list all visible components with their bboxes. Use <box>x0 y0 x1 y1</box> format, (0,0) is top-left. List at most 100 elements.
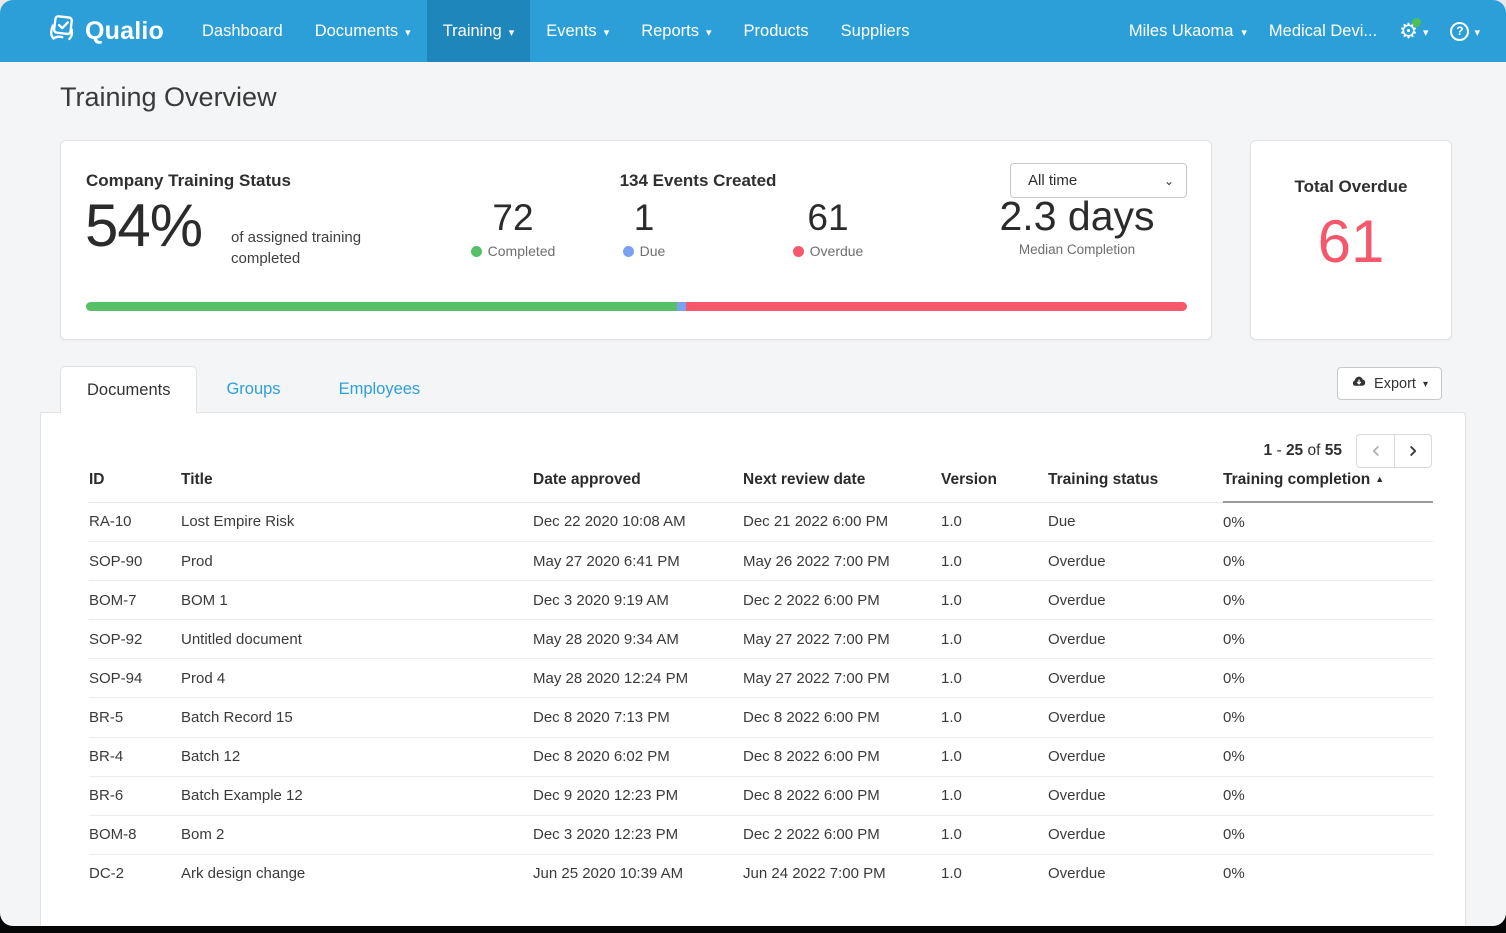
training-stat: 61 Overdue <box>768 197 888 259</box>
export-button[interactable]: Export ▾ <box>1337 367 1442 400</box>
table-cell: 0% <box>1223 658 1433 699</box>
overdue-card-title: Total Overdue <box>1294 177 1408 196</box>
table-row[interactable]: BOM-7 BOM 1 Dec 3 2020 9:19 AM Dec 2 2022 6… <box>89 580 1433 621</box>
training-stat: 72 Completed <box>453 197 573 259</box>
nav-item-events[interactable]: Events ▾ <box>530 0 625 62</box>
table-cell: Dec 3 2020 12:23 PM <box>533 815 743 855</box>
table-cell: BOM-7 <box>89 580 181 621</box>
qualio-logo-icon <box>46 13 77 49</box>
notification-dot-icon <box>1412 17 1422 27</box>
column-header[interactable]: Training status <box>1048 471 1223 503</box>
tab-groups[interactable]: Groups <box>197 366 309 413</box>
training-stats: 72 Completed 1 Due 61 Overdue <box>453 197 888 259</box>
table-cell: 1.0 <box>941 502 1048 543</box>
pagination: 1 - 25 of 55 <box>1264 434 1432 468</box>
table-cell: SOP-90 <box>89 541 181 582</box>
table-cell: May 27 2020 6:41 PM <box>533 541 743 582</box>
table-cell: Prod <box>181 541 533 582</box>
column-header[interactable]: ID <box>89 471 181 503</box>
table-cell: Overdue <box>1048 580 1223 621</box>
tab-employees[interactable]: Employees <box>310 366 450 413</box>
user-menu[interactable]: Miles Ukaoma ▾ <box>1129 22 1247 41</box>
nav-item-label: Reports <box>641 21 699 40</box>
table-cell: 0% <box>1223 737 1433 777</box>
chevron-down-icon: ⌄ <box>1163 173 1174 188</box>
table-row[interactable]: BR-5 Batch Record 15 Dec 8 2020 7:13 PM Dec… <box>89 697 1433 738</box>
table-row[interactable]: BOM-8 Bom 2 Dec 3 2020 12:23 PM Dec 2 2022 … <box>89 815 1433 855</box>
chevron-down-icon: ▾ <box>405 26 411 39</box>
percent-caption: of assigned training completed <box>231 229 362 267</box>
nav-item-suppliers[interactable]: Suppliers <box>825 0 926 62</box>
table-row[interactable]: RA-10 Lost Empire Risk Dec 22 2020 10:08 A… <box>89 502 1433 543</box>
table-cell: 1.0 <box>941 776 1048 816</box>
nav-item-label: Products <box>743 21 809 40</box>
table-cell: Lost Empire Risk <box>181 502 533 543</box>
table-cell: Dec 8 2020 7:13 PM <box>533 697 743 738</box>
settings-menu[interactable]: ⚙ ▾ <box>1399 17 1428 42</box>
table-cell: Batch Record 15 <box>181 697 533 738</box>
median-label: Median Completion <box>1018 242 1136 257</box>
page-title: Training Overview <box>60 82 277 112</box>
help-icon: ? <box>1450 21 1470 41</box>
tab-label: Documents <box>87 380 171 399</box>
tab-documents[interactable]: Documents <box>60 366 198 414</box>
time-filter-select[interactable]: All time ⌄ <box>1010 163 1187 198</box>
table-cell: Prod 4 <box>181 658 533 699</box>
nav-item-dashboard[interactable]: Dashboard <box>186 0 299 62</box>
brand-name: Qualio <box>85 16 164 45</box>
column-header[interactable]: Date approved <box>533 471 743 503</box>
column-header[interactable]: Next review date <box>743 471 941 503</box>
stat-label: Due <box>639 243 666 259</box>
table-cell: 1.0 <box>941 580 1048 621</box>
table-cell: 1.0 <box>941 737 1048 777</box>
nav-item-label: Events <box>546 21 597 40</box>
qualio-logo[interactable]: Qualio <box>0 0 186 62</box>
table-row[interactable]: SOP-94 Prod 4 May 28 2020 12:24 PM May 27 2… <box>89 658 1433 699</box>
table-row[interactable]: BR-6 Batch Example 12 Dec 9 2020 12:23 PM D… <box>89 776 1433 816</box>
nav-item-documents[interactable]: Documents ▾ <box>299 0 427 62</box>
table-cell: Batch 12 <box>181 737 533 777</box>
training-progress-bar <box>86 302 1187 311</box>
table-cell: 0% <box>1223 541 1433 582</box>
nav-item-training[interactable]: Training ▾ <box>426 0 531 62</box>
documents-table: ID Title Date approved Next review date Vers… <box>89 471 1433 893</box>
chevron-down-icon: ▾ <box>706 26 712 39</box>
table-cell: Dec 2 2022 6:00 PM <box>743 580 941 621</box>
status-dot-icon <box>622 245 634 257</box>
table-row[interactable]: SOP-90 Prod May 27 2020 6:41 PM May 26 2022… <box>89 541 1433 582</box>
table-row[interactable]: SOP-92 Untitled document May 28 2020 9:34 … <box>89 619 1433 660</box>
documents-tab-panel: 1 - 25 of 55 ID Title Date approved Next re <box>40 412 1466 926</box>
page-range: 1 - 25 of 55 <box>1263 442 1342 459</box>
table-row[interactable]: BR-4 Batch 12 Dec 8 2020 6:02 PM Dec 8 2022… <box>89 737 1433 777</box>
table-cell: DC-2 <box>89 865 125 883</box>
nav-item-products[interactable]: Products <box>728 0 825 62</box>
table-cell: Overdue <box>1048 541 1223 582</box>
training-stat: 1 Due <box>584 197 704 259</box>
previous-page-button[interactable] <box>1356 434 1394 468</box>
table-cell: SOP-92 <box>89 619 181 660</box>
table-cell: 0% <box>1223 697 1433 738</box>
table-cell: 0% <box>1223 776 1433 816</box>
total-overdue-card: Total Overdue 61 <box>1250 140 1452 340</box>
tabs-bar: Documents Groups Employees Export ▾ <box>40 366 1466 414</box>
table-cell: BOM 1 <box>181 580 533 621</box>
column-header[interactable]: Training completion ▲ <box>1223 471 1433 503</box>
table-cell: Jun 25 2020 10:39 AM <box>533 865 684 883</box>
table-cell: Dec 8 2022 6:00 PM <box>743 737 941 777</box>
column-header[interactable]: Title <box>181 471 533 503</box>
table-row[interactable]: DC-2 Ark design change Jun 25 2020 10:39 A… <box>89 854 1433 893</box>
table-cell: May 27 2022 7:00 PM <box>743 619 941 660</box>
table-cell: 1.0 <box>941 815 1048 855</box>
table-cell: Ark design change <box>181 865 306 883</box>
time-filter-value: All time <box>1028 172 1078 189</box>
chevron-down-icon: ▾ <box>508 26 515 39</box>
help-menu[interactable]: ? ▾ <box>1450 21 1480 41</box>
status-dot-icon <box>792 245 804 257</box>
nav-item-reports[interactable]: Reports ▾ <box>625 0 727 62</box>
column-header[interactable]: Version <box>941 471 1048 503</box>
nav-item-label: Suppliers <box>840 21 910 40</box>
next-page-button[interactable] <box>1394 434 1432 468</box>
table-cell: Overdue <box>1048 737 1223 777</box>
bar-segment-overdue <box>686 302 1187 311</box>
